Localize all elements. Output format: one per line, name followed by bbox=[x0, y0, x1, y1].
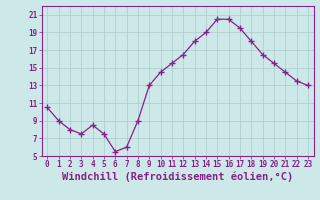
X-axis label: Windchill (Refroidissement éolien,°C): Windchill (Refroidissement éolien,°C) bbox=[62, 172, 293, 182]
